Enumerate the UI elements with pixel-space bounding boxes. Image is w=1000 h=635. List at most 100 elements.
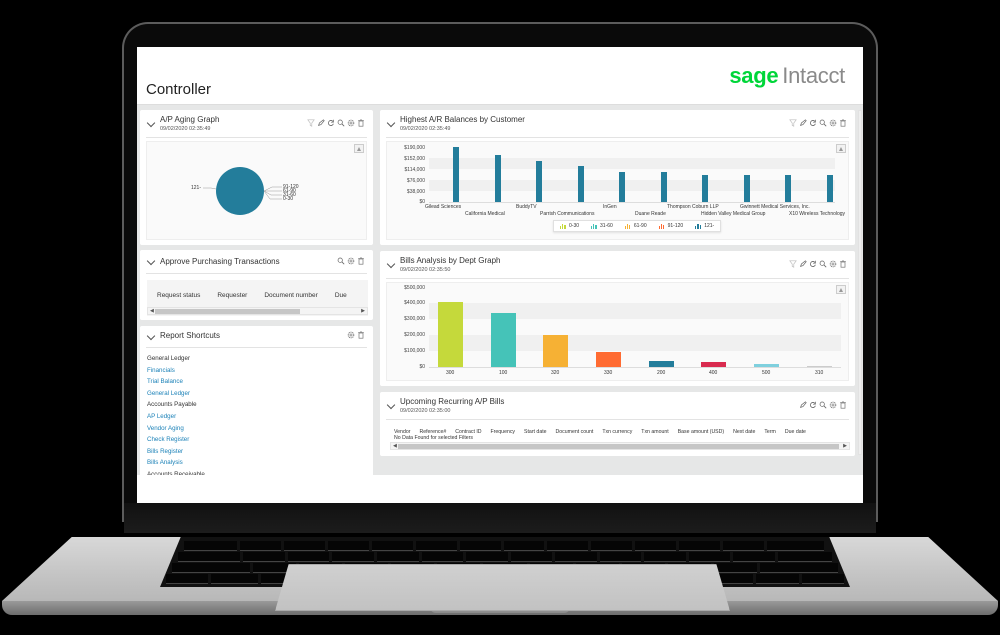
- refresh-icon[interactable]: [809, 260, 817, 268]
- col-due[interactable]: Due: [334, 292, 347, 299]
- trash-icon[interactable]: [839, 260, 847, 268]
- trash-icon[interactable]: [839, 401, 847, 409]
- bar-duane-reade[interactable]: [661, 172, 667, 202]
- refresh-icon[interactable]: [809, 119, 817, 127]
- col-due-date[interactable]: Due date: [784, 429, 806, 435]
- chevron-down-icon[interactable]: [146, 256, 156, 266]
- shortcut-general-ledger[interactable]: General Ledger: [147, 389, 190, 397]
- horizontal-scrollbar[interactable]: ◀ ▶: [147, 307, 368, 315]
- bar-dept-400[interactable]: [701, 362, 726, 367]
- col-document-number[interactable]: Document number: [264, 292, 318, 299]
- search-icon[interactable]: [337, 257, 345, 265]
- bar-ingen[interactable]: [619, 172, 625, 202]
- trash-icon[interactable]: [357, 257, 365, 265]
- shortcut-ap-ledger[interactable]: AP Ledger: [147, 412, 177, 420]
- filter-icon[interactable]: [307, 119, 315, 127]
- shortcut-group-general-ledger: General Ledger: [147, 355, 190, 362]
- scroll-left-arrow[interactable]: ◀: [150, 308, 154, 314]
- bar-buddytv[interactable]: [536, 161, 542, 202]
- trash-icon[interactable]: [357, 331, 365, 339]
- col-txn-currency[interactable]: Txn currency: [602, 429, 633, 435]
- refresh-icon[interactable]: [327, 119, 335, 127]
- bar-california-medical[interactable]: [495, 155, 501, 202]
- bar-x10-wireless[interactable]: [827, 175, 833, 202]
- top-bar: Controller sage Intacct: [137, 47, 863, 105]
- scrollbar-thumb[interactable]: [398, 444, 839, 449]
- scrollbar-thumb[interactable]: [155, 309, 300, 314]
- search-icon[interactable]: [337, 119, 345, 127]
- gear-icon[interactable]: [829, 119, 837, 127]
- shortcut-vendor-aging[interactable]: Vendor Aging: [147, 424, 184, 432]
- bar-dept-200[interactable]: [649, 361, 674, 367]
- gear-icon[interactable]: [347, 119, 355, 127]
- shortcut-bills-analysis[interactable]: Bills Analysis: [147, 459, 183, 467]
- legend-item-0-30[interactable]: 0-30: [560, 223, 579, 229]
- chevron-down-icon[interactable]: [386, 400, 396, 410]
- bar-dept-100[interactable]: [491, 313, 516, 367]
- export-icon[interactable]: [836, 285, 846, 294]
- filter-icon[interactable]: [789, 119, 797, 127]
- pencil-icon[interactable]: [799, 260, 807, 268]
- col-start-date[interactable]: Start date: [524, 429, 547, 435]
- y-tick: $300,000: [404, 316, 425, 322]
- trackpad: [275, 564, 730, 611]
- shortcut-trial-balance[interactable]: Trial Balance: [147, 378, 183, 386]
- export-icon[interactable]: [836, 144, 846, 153]
- search-icon[interactable]: [819, 260, 827, 268]
- search-icon[interactable]: [819, 119, 827, 127]
- legend-item-91-120[interactable]: 91-120: [658, 223, 683, 229]
- bar-dept-310[interactable]: [807, 366, 832, 367]
- chevron-down-icon[interactable]: [386, 118, 396, 128]
- col-requester[interactable]: Requester: [217, 292, 248, 299]
- scroll-left-arrow[interactable]: ◀: [393, 443, 397, 449]
- bar-parrish-communications[interactable]: [578, 166, 584, 202]
- col-reference[interactable]: Reference#: [419, 429, 447, 435]
- scroll-right-arrow[interactable]: ▶: [361, 308, 365, 314]
- col-contract-id[interactable]: Contract ID: [455, 429, 482, 435]
- chevron-down-icon[interactable]: [386, 259, 396, 269]
- pencil-icon[interactable]: [317, 119, 325, 127]
- refresh-icon[interactable]: [809, 401, 817, 409]
- col-term[interactable]: Term: [764, 429, 776, 435]
- shortcut-bills-register[interactable]: Bills Register: [147, 447, 184, 455]
- x-label: Gilead Sciences: [425, 204, 462, 210]
- chevron-down-icon[interactable]: [146, 118, 156, 128]
- filter-icon[interactable]: [789, 260, 797, 268]
- gear-icon[interactable]: [829, 401, 837, 409]
- col-vendor[interactable]: Vendor: [394, 429, 411, 435]
- shortcut-check-register[interactable]: Check Register: [147, 436, 190, 444]
- col-document-count[interactable]: Document count: [555, 429, 594, 435]
- col-frequency[interactable]: Frequency: [490, 429, 516, 435]
- bar-gilead-sciences[interactable]: [453, 147, 459, 202]
- bar-dept-330[interactable]: [596, 352, 621, 367]
- page-scrollbar[interactable]: [858, 110, 862, 455]
- bar-dept-300[interactable]: [438, 302, 463, 367]
- bar-dept-320[interactable]: [543, 335, 568, 367]
- bar-hidden-valley[interactable]: [744, 175, 750, 202]
- bar-gwinnett-medical[interactable]: [785, 175, 791, 202]
- gear-icon[interactable]: [347, 331, 355, 339]
- search-icon[interactable]: [819, 401, 827, 409]
- col-request-status[interactable]: Request status: [157, 292, 201, 299]
- gear-icon[interactable]: [829, 260, 837, 268]
- chevron-down-icon[interactable]: [146, 331, 156, 341]
- pencil-icon[interactable]: [799, 119, 807, 127]
- scroll-right-arrow[interactable]: ▶: [843, 443, 847, 449]
- col-next-date[interactable]: Next date: [733, 429, 756, 435]
- horizontal-scrollbar[interactable]: ◀ ▶: [390, 442, 850, 450]
- col-txn-amount[interactable]: Txn amount: [641, 429, 669, 435]
- legend-item-31-60[interactable]: 31-60: [591, 223, 613, 229]
- bar-dept-500[interactable]: [754, 364, 779, 367]
- y-tick: $114,000: [404, 167, 425, 173]
- trash-icon[interactable]: [839, 119, 847, 127]
- panel-header: Highest A/R Balances by Customer 09/02/2…: [386, 110, 849, 138]
- gear-icon[interactable]: [347, 257, 355, 265]
- bar-thompson-coburn[interactable]: [702, 175, 708, 202]
- legend-item-121[interactable]: 121-: [695, 223, 714, 229]
- trash-icon[interactable]: [357, 119, 365, 127]
- legend-item-61-90[interactable]: 61-90: [624, 223, 647, 229]
- col-base-amount[interactable]: Base amount (USD): [677, 429, 725, 435]
- shortcut-financials[interactable]: Financials: [147, 366, 175, 374]
- export-icon[interactable]: [354, 144, 364, 153]
- pencil-icon[interactable]: [799, 401, 807, 409]
